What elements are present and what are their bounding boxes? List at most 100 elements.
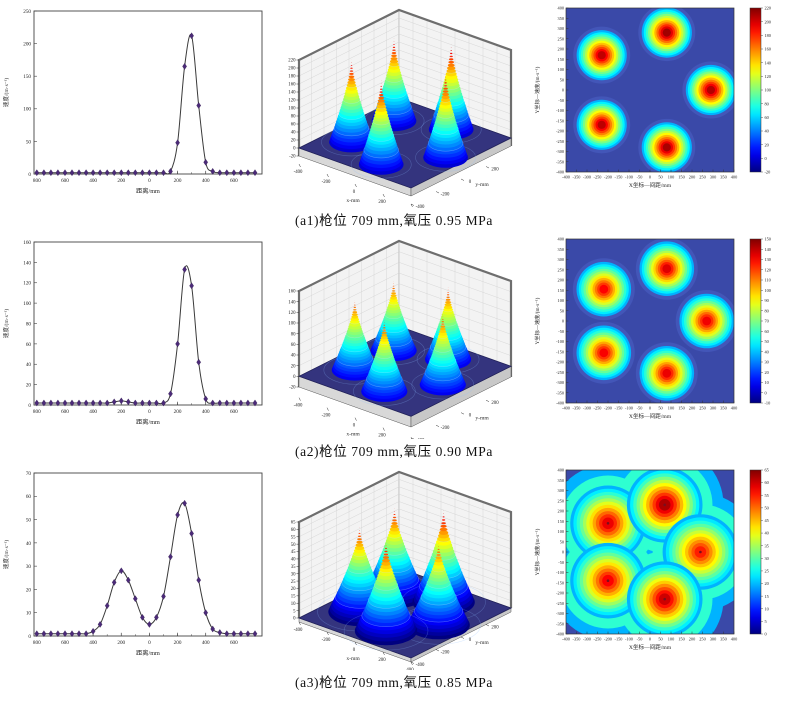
svg-text:120: 120 xyxy=(765,267,771,272)
svg-text:55: 55 xyxy=(765,493,769,498)
contour-plot-a2: -400 -400 -350 -350 -300 -300 -250 -250 -200 -200… xyxy=(532,233,787,439)
svg-text:Y坐标—速度/(m·s⁻¹): Y坐标—速度/(m·s⁻¹) xyxy=(533,528,541,575)
svg-text:距离/mm: 距离/mm xyxy=(136,418,160,426)
svg-text:速度/(m·s⁻¹): 速度/(m·s⁻¹) xyxy=(2,540,10,570)
svg-text:300: 300 xyxy=(710,637,716,642)
svg-text:400: 400 xyxy=(406,668,414,670)
svg-text:-20: -20 xyxy=(289,386,296,391)
svg-text:-250: -250 xyxy=(556,370,564,375)
svg-text:200: 200 xyxy=(174,409,182,415)
svg-text:600: 600 xyxy=(230,178,238,184)
svg-text:-350: -350 xyxy=(556,159,564,164)
svg-text:250: 250 xyxy=(558,498,564,503)
svg-text:-250: -250 xyxy=(594,406,602,411)
svg-text:-100: -100 xyxy=(625,637,633,642)
figure-row-a1: 0 50 100 150 200 250 800 600 400 200 0 200 400 600 距离/… xyxy=(0,2,788,229)
svg-text:50: 50 xyxy=(560,539,564,544)
svg-text:40: 40 xyxy=(26,362,32,368)
svg-text:-50: -50 xyxy=(558,560,564,565)
svg-text:150: 150 xyxy=(678,406,684,411)
svg-text:60: 60 xyxy=(765,115,769,120)
svg-text:-150: -150 xyxy=(556,118,564,123)
svg-text:0: 0 xyxy=(293,375,296,380)
line-series xyxy=(36,265,255,405)
svg-text:-400: -400 xyxy=(562,175,570,180)
line-series xyxy=(36,34,256,175)
svg-text:600: 600 xyxy=(61,178,69,184)
svg-text:20: 20 xyxy=(765,142,769,147)
charts-row-a2: 0 20 40 60 80 100 120 140 160 800 600 400 200 0 200 400… xyxy=(0,233,788,439)
svg-text:65: 65 xyxy=(765,468,769,473)
svg-text:0: 0 xyxy=(469,638,472,643)
svg-text:0: 0 xyxy=(649,637,651,642)
svg-text:160: 160 xyxy=(288,83,296,88)
svg-text:200: 200 xyxy=(378,658,386,663)
svg-text:250: 250 xyxy=(23,9,31,15)
svg-text:100: 100 xyxy=(668,637,674,642)
svg-text:600: 600 xyxy=(61,640,69,646)
svg-text:50: 50 xyxy=(26,139,32,145)
svg-text:-200: -200 xyxy=(604,406,612,411)
svg-text:-300: -300 xyxy=(583,406,591,411)
svg-text:50: 50 xyxy=(658,175,662,180)
svg-text:50: 50 xyxy=(658,637,662,642)
svg-text:-200: -200 xyxy=(441,651,450,656)
svg-text:55: 55 xyxy=(291,535,296,540)
svg-text:-200: -200 xyxy=(322,414,331,419)
svg-text:200: 200 xyxy=(491,401,499,406)
surface-peaks xyxy=(321,38,482,179)
contour-axes: -400-400-350-350-300-300-250-250-200-200… xyxy=(533,468,737,651)
svg-text:-350: -350 xyxy=(573,175,581,180)
svg-text:100: 100 xyxy=(288,107,296,112)
line-axes: 0 10 20 30 40 50 60 70 800 600 400 200 0 200 400 600 距离/… xyxy=(2,471,263,657)
svg-text:400: 400 xyxy=(558,237,564,242)
subfigure-caption-a3: (a3)枪位 709 mm,氧压 0.85 MPa xyxy=(295,675,493,690)
svg-text:160: 160 xyxy=(288,290,296,295)
surface-plot-a3: 65605550454035302520151050-400-200020040… xyxy=(269,464,531,670)
svg-text:25: 25 xyxy=(291,580,296,585)
svg-text:-200: -200 xyxy=(556,360,564,365)
svg-text:100: 100 xyxy=(288,322,296,327)
contour-map xyxy=(566,470,734,634)
svg-text:200: 200 xyxy=(491,168,499,173)
svg-text:400: 400 xyxy=(202,640,210,646)
svg-text:-300: -300 xyxy=(583,175,591,180)
svg-text:45: 45 xyxy=(765,518,769,523)
svg-text:60: 60 xyxy=(765,480,769,485)
svg-text:250: 250 xyxy=(699,175,705,180)
contour-map xyxy=(566,8,734,172)
svg-text:200: 200 xyxy=(174,178,182,184)
svg-text:200: 200 xyxy=(491,626,499,631)
svg-text:0: 0 xyxy=(353,190,356,195)
svg-text:60: 60 xyxy=(765,329,769,334)
contour-plot-a2-svg: -400-400-350-350-300-300-250-250-200-200… xyxy=(533,237,771,420)
svg-text:200: 200 xyxy=(378,434,386,439)
svg-text:220: 220 xyxy=(288,59,296,64)
svg-text:150: 150 xyxy=(678,175,684,180)
svg-text:45: 45 xyxy=(291,550,296,555)
svg-text:250: 250 xyxy=(699,637,705,642)
svg-text:-350: -350 xyxy=(556,390,564,395)
svg-text:150: 150 xyxy=(23,74,31,80)
svg-text:50: 50 xyxy=(560,308,564,313)
svg-text:800: 800 xyxy=(33,640,41,646)
charts-row-a1: 0 50 100 150 200 250 800 600 400 200 0 200 400 600 距离/… xyxy=(0,2,788,208)
svg-text:10: 10 xyxy=(765,606,769,611)
line-chart-a2: 0 20 40 60 80 100 120 140 160 800 600 400 200 0 200 400… xyxy=(0,233,268,439)
svg-text:300: 300 xyxy=(710,406,716,411)
svg-text:25: 25 xyxy=(765,569,769,574)
svg-text:x-mm: x-mm xyxy=(346,656,360,662)
svg-text:20: 20 xyxy=(291,364,296,369)
line-series xyxy=(36,502,255,635)
svg-text:-250: -250 xyxy=(556,601,564,606)
svg-text:40: 40 xyxy=(765,531,769,536)
svg-text:400: 400 xyxy=(89,640,97,646)
svg-text:130: 130 xyxy=(765,257,771,262)
svg-text:50: 50 xyxy=(560,77,564,82)
surface-plot-a1: 220 200 180 160 140 120 100 80 60 40 20 0 -20 -400 -20… xyxy=(269,2,531,208)
svg-text:400: 400 xyxy=(731,406,737,411)
svg-text:-20: -20 xyxy=(765,170,771,175)
svg-text:600: 600 xyxy=(61,409,69,415)
svg-text:-200: -200 xyxy=(441,426,450,431)
svg-text:100: 100 xyxy=(23,301,31,307)
